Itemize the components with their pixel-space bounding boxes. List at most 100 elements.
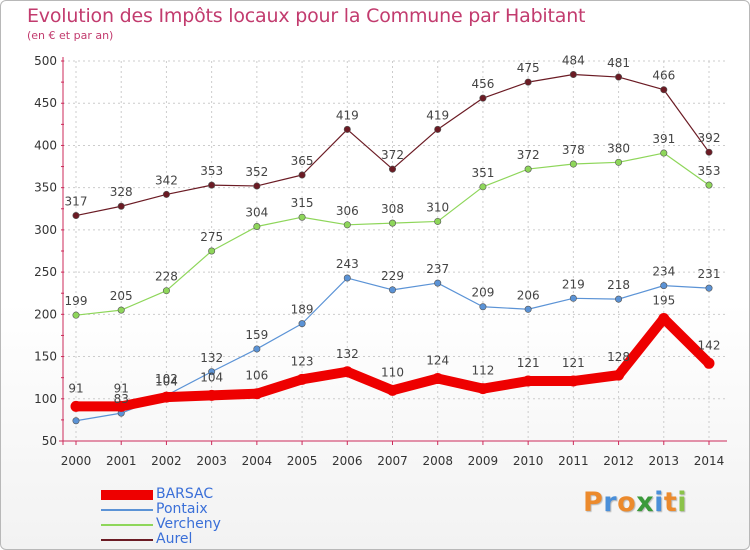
data-label-pontaix: 104 xyxy=(155,374,178,388)
data-label-barsac: 104 xyxy=(200,370,223,384)
data-label-pontaix: 209 xyxy=(471,286,494,300)
data-label-aurel: 456 xyxy=(471,77,494,91)
x-tick-label: 2008 xyxy=(422,454,453,468)
legend-swatch-vercheny xyxy=(101,524,153,526)
data-label-aurel: 419 xyxy=(336,108,359,122)
data-label-vercheny: 310 xyxy=(426,200,449,214)
data-point-barsac xyxy=(160,391,172,403)
data-label-barsac: 123 xyxy=(291,354,314,368)
data-point-vercheny xyxy=(434,217,442,225)
x-tick-label: 2013 xyxy=(649,454,680,468)
data-point-aurel xyxy=(117,202,125,210)
data-point-aurel xyxy=(253,182,261,190)
data-point-barsac xyxy=(115,400,127,412)
data-point-pontaix xyxy=(524,305,532,313)
data-label-barsac: 142 xyxy=(698,338,721,352)
data-point-aurel xyxy=(615,73,623,81)
data-label-barsac: 132 xyxy=(336,347,359,361)
data-point-pontaix xyxy=(434,279,442,287)
data-label-pontaix: 219 xyxy=(562,277,585,291)
data-label-vercheny: 353 xyxy=(698,164,721,178)
data-label-aurel: 328 xyxy=(110,185,133,199)
data-point-aurel xyxy=(298,171,306,179)
data-label-barsac: 112 xyxy=(471,364,494,378)
legend-item-vercheny: Vercheny xyxy=(101,516,301,533)
x-tick-label: 2009 xyxy=(468,454,499,468)
logo-letter: i xyxy=(654,487,664,518)
data-label-pontaix: 218 xyxy=(607,278,630,292)
x-tick-label: 2014 xyxy=(694,454,725,468)
data-point-pontaix xyxy=(343,274,351,282)
data-label-vercheny: 391 xyxy=(652,132,675,146)
data-point-pontaix xyxy=(72,417,80,425)
y-tick-label: 500 xyxy=(34,54,57,68)
chart-title: Evolution des Impôts locaux pour la Comm… xyxy=(27,5,586,27)
data-label-barsac: 195 xyxy=(652,294,675,308)
logo-letter: P xyxy=(583,487,604,518)
x-tick-label: 2003 xyxy=(196,454,227,468)
proxiti-logo: Proxiti xyxy=(583,487,687,518)
data-point-barsac xyxy=(206,389,218,401)
x-tick-label: 2000 xyxy=(61,454,92,468)
data-point-pontaix xyxy=(298,320,306,328)
data-point-aurel xyxy=(524,78,532,86)
data-point-vercheny xyxy=(615,158,623,166)
data-point-barsac xyxy=(341,366,353,378)
y-tick-label: 450 xyxy=(34,96,57,110)
data-label-pontaix: 231 xyxy=(698,267,721,281)
data-label-aurel: 317 xyxy=(65,195,88,209)
data-label-vercheny: 228 xyxy=(155,270,178,284)
data-point-barsac xyxy=(477,383,489,395)
data-label-vercheny: 199 xyxy=(65,294,88,308)
legend-item-pontaix: Pontaix xyxy=(101,501,301,518)
data-label-pontaix: 243 xyxy=(336,257,359,271)
data-point-barsac xyxy=(70,400,82,412)
data-label-aurel: 342 xyxy=(155,173,178,187)
data-label-aurel: 484 xyxy=(562,54,585,68)
legend-swatch-pontaix xyxy=(101,509,153,511)
data-point-aurel xyxy=(208,181,216,189)
y-tick-label: 350 xyxy=(34,181,57,195)
legend-label-vercheny: Vercheny xyxy=(156,516,221,532)
data-label-pontaix: 234 xyxy=(652,265,675,279)
data-label-aurel: 365 xyxy=(291,154,314,168)
logo-letter: r xyxy=(603,487,618,518)
data-point-barsac xyxy=(432,373,444,385)
logo-letter: o xyxy=(617,487,637,518)
x-tick-label: 2010 xyxy=(513,454,544,468)
data-point-vercheny xyxy=(162,287,170,295)
data-label-vercheny: 308 xyxy=(381,202,404,216)
data-label-pontaix: 237 xyxy=(426,262,449,276)
data-label-vercheny: 378 xyxy=(562,143,585,157)
data-point-aurel xyxy=(705,148,713,156)
data-point-pontaix xyxy=(253,345,261,353)
data-point-vercheny xyxy=(117,306,125,314)
data-point-pontaix xyxy=(388,286,396,294)
data-label-barsac: 110 xyxy=(381,365,404,379)
data-point-vercheny xyxy=(253,223,261,231)
data-label-vercheny: 275 xyxy=(200,230,223,244)
data-label-aurel: 475 xyxy=(517,61,540,75)
x-tick-label: 2002 xyxy=(151,454,182,468)
x-tick-label: 2001 xyxy=(106,454,137,468)
data-label-aurel: 372 xyxy=(381,148,404,162)
legend-swatch-barsac xyxy=(101,490,153,500)
x-tick-label: 2004 xyxy=(242,454,273,468)
y-tick-label: 200 xyxy=(34,307,57,321)
data-label-aurel: 392 xyxy=(698,131,721,145)
data-point-barsac xyxy=(387,384,398,396)
data-label-barsac: 91 xyxy=(68,381,83,395)
y-tick-label: 400 xyxy=(34,138,57,152)
data-label-pontaix: 206 xyxy=(517,288,540,302)
data-point-barsac xyxy=(251,388,263,400)
logo-letter: t xyxy=(663,487,678,518)
data-label-aurel: 466 xyxy=(652,69,675,83)
data-point-barsac xyxy=(567,375,579,387)
data-point-aurel xyxy=(343,125,351,133)
data-label-pontaix: 132 xyxy=(200,351,223,365)
logo-letter: i xyxy=(677,487,688,518)
data-point-aurel xyxy=(162,190,170,198)
data-point-pontaix xyxy=(660,282,668,290)
